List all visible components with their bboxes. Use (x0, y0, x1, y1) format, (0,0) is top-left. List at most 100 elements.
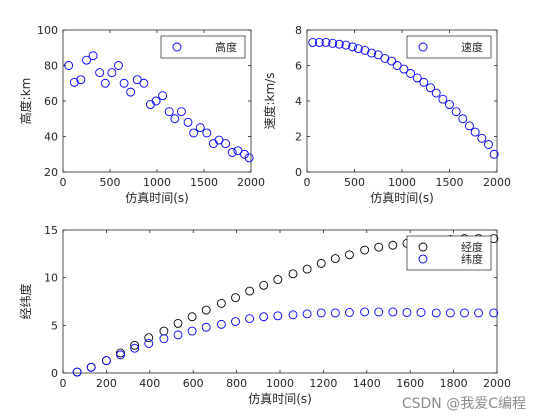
x-tick-label: 1500 (190, 176, 218, 189)
data-point (388, 307, 398, 317)
data-point (374, 307, 384, 317)
data-point (302, 264, 312, 274)
x-tick-label: 1000 (388, 176, 416, 189)
chart-1: 0 500 1000 1500 2000 20 40 60 80 100 仿真时间(s) 高度:km 高… (18, 24, 265, 205)
data-point (348, 42, 358, 52)
y-tick-label: 100 (37, 24, 58, 37)
data-point (114, 61, 123, 70)
data-point (402, 308, 412, 317)
y-tick-label: 0 (295, 166, 302, 179)
data-point (144, 338, 154, 348)
y-tick-label: 8 (295, 24, 302, 37)
y-tick-label: 80 (44, 60, 58, 73)
x-tick-label: 1000 (266, 377, 294, 390)
x-tick-label: 600 (183, 377, 204, 390)
data-point (387, 56, 396, 66)
legend-marker (418, 254, 428, 264)
x-tick-label: 0 (304, 176, 311, 189)
data-point (367, 48, 377, 58)
data-point (484, 140, 493, 149)
data-point (412, 73, 422, 83)
data-point (64, 61, 74, 70)
data-point (489, 308, 499, 318)
data-point (173, 330, 183, 340)
x-tick-label: 1400 (353, 377, 381, 390)
x-axis-label: 仿真时间(s) (370, 191, 434, 205)
legend: 高度 (160, 35, 246, 59)
data-point (445, 100, 454, 110)
x-tick-label: 1200 (309, 377, 337, 390)
data-point (458, 114, 468, 124)
y-tick-label: 4 (295, 95, 302, 108)
data-point (116, 350, 125, 360)
legend-marker (172, 42, 182, 52)
data-point (151, 96, 161, 106)
data-point (187, 312, 197, 322)
data-point (95, 68, 105, 78)
data-point (100, 78, 110, 88)
y-tick-label: 15 (44, 224, 58, 237)
x-tick-label: 1500 (436, 176, 464, 189)
y-axis-label: 速度:km/s (262, 73, 277, 130)
y-tick-label: 10 (44, 272, 58, 285)
y-tick-label: 60 (44, 95, 58, 108)
y-tick-label: 6 (295, 60, 302, 73)
data-point (227, 148, 237, 157)
data-point (460, 308, 469, 318)
data-point (470, 127, 480, 137)
data-point (316, 308, 326, 318)
y-tick-label: 0 (51, 367, 58, 380)
x-tick-label: 2000 (483, 377, 511, 390)
x-tick-label: 2000 (237, 176, 265, 189)
data-point (119, 78, 129, 88)
legend-label: 高度 (215, 40, 237, 54)
data-point (316, 258, 326, 268)
data-point (72, 367, 82, 377)
x-tick-label: 2000 (483, 176, 511, 189)
data-point (374, 242, 384, 252)
y-tick-label: 5 (51, 319, 58, 332)
data-point (202, 128, 212, 138)
legend-label: 纬度 (461, 252, 483, 266)
data-point (380, 53, 390, 63)
legend-box (160, 35, 246, 59)
chart-2: 0 500 1000 1500 2000 0 2 4 6 8 仿真时间(s) 速度:km/s 速度 (262, 24, 511, 205)
data-point (231, 293, 240, 303)
data-point (130, 340, 140, 350)
data-point (69, 77, 79, 87)
x-tick-label: 500 (344, 176, 365, 189)
data-point (101, 356, 111, 366)
x-tick-label: 500 (100, 176, 121, 189)
data-point (88, 51, 98, 61)
x-axis-label: 仿真时间(s) (125, 191, 189, 205)
data-point (158, 91, 168, 101)
data-point (330, 308, 340, 318)
data-point (170, 114, 180, 124)
data-point (216, 319, 226, 329)
x-tick-label: 1000 (143, 176, 171, 189)
legend-marker (418, 242, 428, 252)
x-tick-label: 1800 (440, 377, 468, 390)
data-point (259, 312, 269, 322)
data-point (288, 310, 298, 320)
data-point (273, 311, 283, 321)
data-point (308, 37, 318, 47)
data-point (244, 153, 254, 163)
legend: 速度 (406, 35, 492, 59)
y-tick-label: 40 (44, 131, 58, 144)
data-point (189, 128, 199, 138)
legend-box (406, 235, 492, 271)
data-point (353, 44, 363, 54)
data-point (406, 69, 415, 78)
data-point (438, 94, 448, 104)
legend-marker (418, 42, 428, 52)
data-point (273, 275, 283, 285)
data-point (245, 286, 255, 296)
data-point (159, 334, 169, 344)
data-point (344, 250, 354, 260)
data-point (76, 75, 86, 85)
data-point (216, 298, 226, 308)
x-tick-label: 1600 (396, 377, 424, 390)
x-tick-label: 0 (60, 176, 67, 189)
x-tick-label: 400 (139, 377, 160, 390)
